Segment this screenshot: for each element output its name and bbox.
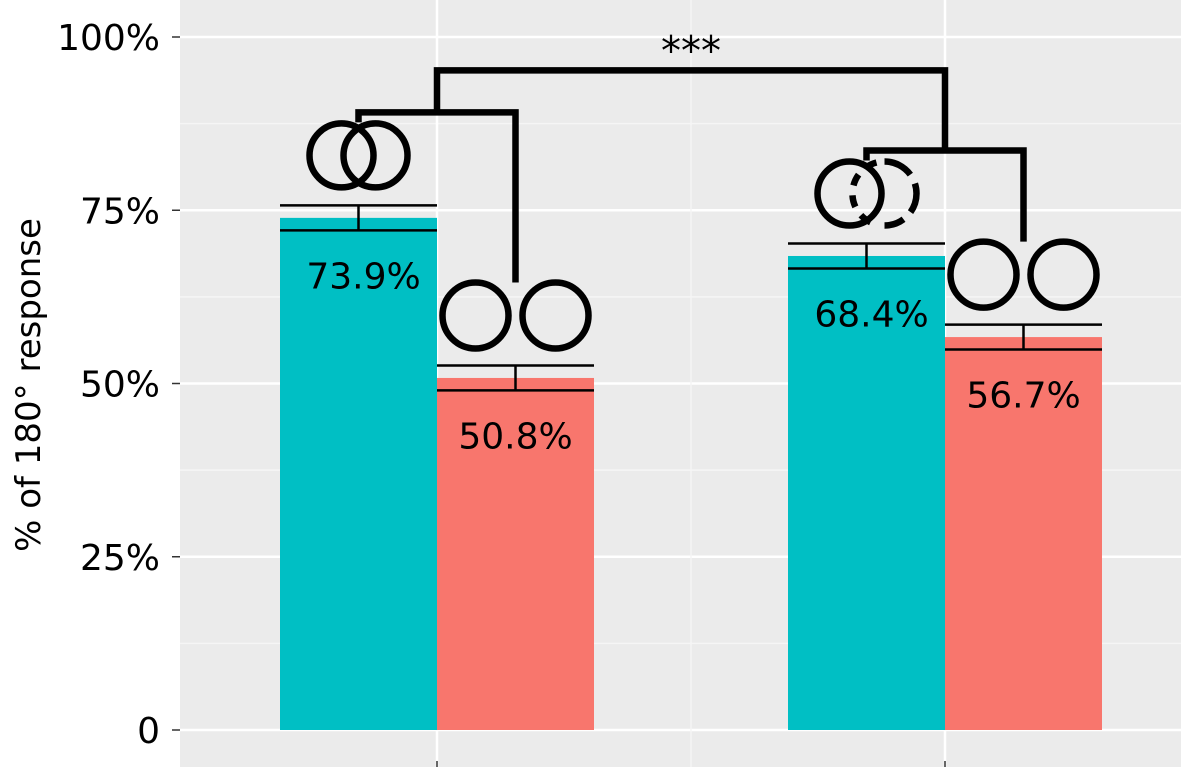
y-tick-label: 25%: [80, 538, 160, 579]
icon-circle: [519, 279, 592, 352]
bar: [945, 337, 1102, 730]
bar: [280, 217, 437, 731]
occluded-circles-icon: [814, 158, 920, 229]
icon-circle: [947, 238, 1020, 311]
separate-circles-icon: [947, 238, 1100, 311]
y-tick-label: 50%: [80, 365, 160, 406]
significance-brackets: ***: [355, 28, 1027, 283]
bar-icons: [306, 120, 1100, 352]
between-group-bracket: [433, 67, 949, 151]
icon-circle: [340, 120, 411, 191]
y-axis: 0 25% 50% 75% 100%: [57, 18, 946, 767]
data-label: 68.4%: [814, 294, 928, 335]
icon-circle: [439, 279, 512, 352]
y-tick-label: 75%: [80, 191, 160, 232]
y-tick-label: 0: [137, 711, 160, 752]
overlapping-circles-icon: [306, 120, 411, 191]
icon-occluded-arc: [849, 159, 878, 228]
bar: [788, 255, 945, 730]
bars: 73.9% 50.8% 68.4% 56.7%: [280, 204, 1102, 731]
icon-occluded-arc: [884, 158, 920, 229]
icon-circle: [306, 120, 377, 191]
significance-label: ***: [661, 28, 721, 74]
icon-circle: [814, 158, 885, 229]
data-label: 73.9%: [306, 256, 420, 297]
data-label: 56.7%: [966, 376, 1080, 417]
icon-circle: [1027, 238, 1100, 311]
data-label: 50.8%: [458, 416, 572, 457]
y-tick-label: 100%: [57, 18, 160, 59]
bar: [437, 377, 594, 730]
separate-circles-icon: [439, 279, 592, 352]
y-axis-label: % of 180° response: [9, 218, 49, 552]
